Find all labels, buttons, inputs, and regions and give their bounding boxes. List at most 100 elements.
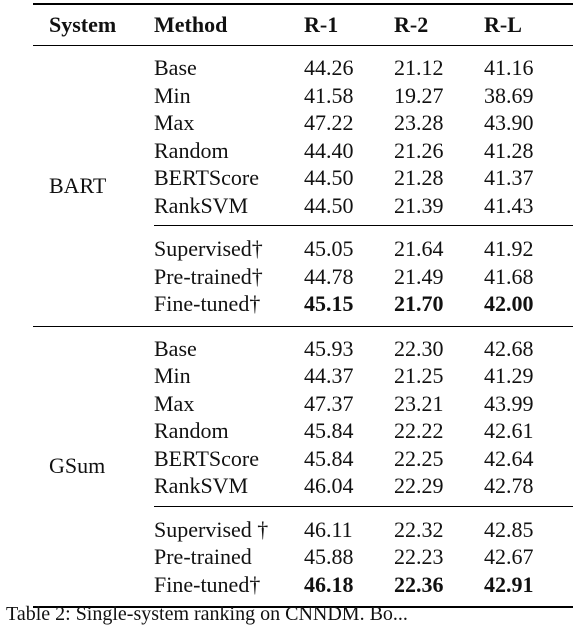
method-cell: RankSVM <box>154 192 249 218</box>
table-row: Base 44.26 21.12 41.16 <box>33 54 573 82</box>
r1-cell: 44.78 <box>304 263 354 289</box>
r2-cell: 22.36 <box>394 571 444 597</box>
header-r1: R-1 <box>304 12 339 38</box>
subgroup-divider <box>33 500 573 508</box>
results-table: System Method R-1 R-2 R-L BART Base 44.26 2… <box>33 3 573 608</box>
table-row: Max 47.37 23.21 43.99 <box>33 390 573 418</box>
table-row: Pre-trained† 44.78 21.49 41.68 <box>33 263 573 291</box>
table-row: Random 44.40 21.26 41.28 <box>33 137 573 165</box>
table-row: RankSVM 44.50 21.39 41.43 <box>33 192 573 220</box>
r2-cell: 21.28 <box>394 165 444 190</box>
r2-cell: 22.30 <box>394 335 444 361</box>
method-cell: Min <box>154 82 191 108</box>
r2-cell: 19.27 <box>394 82 444 108</box>
r2-cell: 23.21 <box>394 390 444 416</box>
rl-cell: 41.37 <box>484 165 534 190</box>
r1-cell: 45.15 <box>304 291 354 316</box>
method-cell: Supervised† <box>154 236 263 261</box>
method-cell: Random <box>154 137 229 163</box>
spacer-row: BART <box>33 46 573 196</box>
method-cell: Pre-trained† <box>154 263 263 289</box>
r2-cell: 22.22 <box>394 418 444 443</box>
r1-cell: 44.50 <box>304 165 354 190</box>
rl-cell: 41.68 <box>484 263 534 289</box>
subgroup-divider <box>33 219 573 227</box>
r2-cell: 21.12 <box>394 55 444 80</box>
method-cell: Fine-tuned† <box>154 291 261 316</box>
table-row: Max 47.22 23.28 43.90 <box>33 109 573 137</box>
rl-cell: 42.91 <box>484 571 534 597</box>
table-row: Random 45.84 22.22 42.61 <box>33 417 573 445</box>
table-header-row: System Method R-1 R-2 R-L <box>33 4 573 46</box>
r1-cell: 47.37 <box>304 390 354 416</box>
header-system: System <box>49 12 117 38</box>
r2-cell: 21.26 <box>394 137 444 163</box>
r1-cell: 45.05 <box>304 236 354 261</box>
r2-cell: 22.25 <box>394 445 444 471</box>
method-cell: RankSVM <box>154 473 249 498</box>
rl-cell: 41.16 <box>484 55 534 80</box>
r1-cell: 45.93 <box>304 335 354 361</box>
r1-cell: 44.50 <box>304 192 354 218</box>
method-cell: Max <box>154 110 195 135</box>
method-cell: Base <box>154 335 197 361</box>
r2-cell: 22.29 <box>394 473 444 498</box>
r1-cell: 46.04 <box>304 473 354 498</box>
r1-cell: 44.37 <box>304 363 354 388</box>
table-row: Fine-tuned† 46.18 22.36 42.91 <box>33 571 573 599</box>
table-row: BERTScore 45.84 22.25 42.64 <box>33 445 573 473</box>
rl-cell: 42.61 <box>484 418 534 443</box>
system-name-cell: GSum <box>49 453 106 479</box>
r2-cell: 22.23 <box>394 544 444 569</box>
rl-cell: 41.29 <box>484 363 534 388</box>
r2-cell: 21.70 <box>394 291 444 316</box>
rl-cell: 41.43 <box>484 192 534 218</box>
table-row: Min 41.58 19.27 38.69 <box>33 82 573 110</box>
table-row: Supervised† 45.05 21.64 41.92 <box>33 235 573 263</box>
table-caption: Table 2: Single-system ranking on CNNDM.… <box>6 603 408 625</box>
method-cell: BERTScore <box>154 165 259 190</box>
r1-cell: 45.88 <box>304 544 354 569</box>
method-cell: Base <box>154 55 197 80</box>
rl-cell: 38.69 <box>484 82 534 108</box>
method-cell: Min <box>154 363 191 388</box>
header-method: Method <box>154 12 228 38</box>
rl-cell: 43.90 <box>484 110 534 135</box>
table-row: Base 45.93 22.30 42.68 <box>33 335 573 363</box>
r1-cell: 45.84 <box>304 445 354 471</box>
r1-cell: 45.84 <box>304 418 354 443</box>
rl-cell: 42.68 <box>484 335 534 361</box>
r1-cell: 46.11 <box>304 516 353 542</box>
r2-cell: 21.49 <box>394 263 444 289</box>
header-r2: R-2 <box>394 12 429 38</box>
table-row: Min 44.37 21.25 41.29 <box>33 362 573 390</box>
r2-cell: 21.25 <box>394 363 444 388</box>
rl-cell: 42.67 <box>484 544 534 569</box>
subgroup-rule <box>154 505 573 507</box>
r1-cell: 44.26 <box>304 55 354 80</box>
table-row: Supervised † 46.11 22.32 42.85 <box>33 516 573 544</box>
group-gsum: GSum Base 45.93 22.30 42.68 Min 44.37 21.25 41.2… <box>33 326 573 607</box>
r2-cell: 21.64 <box>394 236 444 261</box>
r2-cell: 23.28 <box>394 110 444 135</box>
r1-cell: 44.40 <box>304 137 354 163</box>
header-rl: R-L <box>484 12 522 38</box>
rl-cell: 42.64 <box>484 445 534 471</box>
rl-cell: 41.28 <box>484 137 534 163</box>
system-name-cell: BART <box>49 172 107 198</box>
table-row: Pre-trained 45.88 22.23 42.67 <box>33 543 573 571</box>
group-bart: BART Base 44.26 21.12 41.16 Min 41.58 19.27 38.6… <box>33 46 573 327</box>
spacer-row: GSum <box>33 326 573 477</box>
r1-cell: 46.18 <box>304 571 354 597</box>
rl-cell: 42.78 <box>484 473 534 498</box>
method-cell: BERTScore <box>154 445 259 471</box>
subgroup-rule <box>154 225 573 226</box>
r2-cell: 21.39 <box>394 192 444 218</box>
method-cell: Pre-trained <box>154 544 252 569</box>
table-row: RankSVM 46.04 22.29 42.78 <box>33 472 573 500</box>
rl-cell: 42.00 <box>484 291 534 316</box>
table-row: BERTScore 44.50 21.28 41.37 <box>33 164 573 192</box>
method-cell: Max <box>154 390 195 416</box>
method-cell: Fine-tuned† <box>154 571 261 597</box>
rl-cell: 41.92 <box>484 236 534 261</box>
